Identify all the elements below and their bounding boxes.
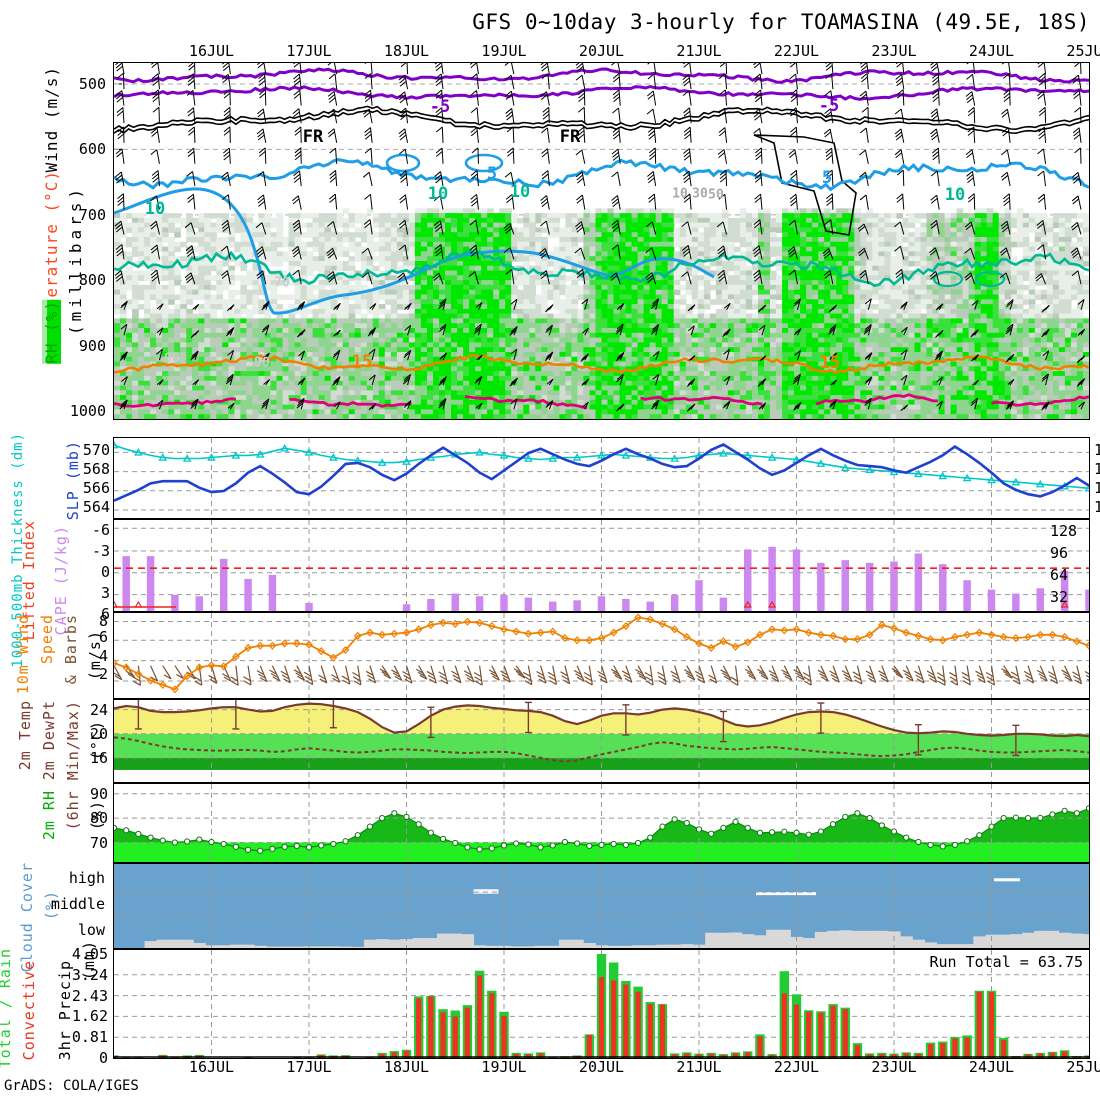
x-tick-top-21jul: 21JUL (676, 42, 722, 60)
rh2m-tick-0: 90 (89, 784, 108, 803)
precip-tick-0: 4.05 (71, 945, 108, 963)
contour-label-3: FR (559, 127, 581, 147)
rh2m-tick-2: 70 (89, 833, 108, 852)
x-tick-bottom-25jul: 25JUL (1066, 1058, 1100, 1076)
wind10m-axis-label-a: 10m Wind (14, 614, 32, 695)
precip-tick-1: 3.24 (71, 965, 108, 984)
x-tick-top-23jul: 23JUL (871, 42, 917, 60)
precip-tick-2: 2.43 (71, 986, 108, 1005)
x-tick-bottom-21jul: 21JUL (676, 1058, 722, 1076)
panel-temp2m[interactable] (113, 699, 1090, 783)
precip-tick-5: 0 (98, 1049, 108, 1067)
cloud-level-low: low (77, 921, 105, 940)
credit-label: GrADS: COLA/IGES (4, 1078, 139, 1094)
cape-tick-3: 32 (1050, 588, 1069, 606)
contour-label-9: 10 (944, 185, 966, 205)
temp2m-tick-2: 16 (89, 748, 108, 767)
x-tick-bottom-19jul: 19JUL (481, 1058, 527, 1076)
x-tick-bottom-20jul: 20JUL (578, 1058, 625, 1076)
wind10m-tick-2: 4 (98, 647, 108, 665)
contour-label-13: 30 (692, 186, 708, 202)
contour-label-16: 90 (164, 351, 180, 367)
temp2m-tick-0: 24 (89, 700, 108, 719)
x-tick-bottom-16jul: 16JUL (188, 1058, 235, 1076)
page-title: GFS 0~10day 3-hourly for TOAMASINA (49.5… (472, 10, 1090, 34)
wind10m-tick-0: 8 (98, 612, 108, 630)
wind10m-tick-3: 2 (98, 665, 108, 683)
panel-upper-air[interactable] (113, 62, 1090, 420)
contour-label-2: FR (302, 127, 324, 147)
slp-tick-2: 1020 (1094, 478, 1100, 497)
thickness-tick-0: 570 (82, 440, 110, 459)
contour-label-4: 5 (486, 164, 498, 184)
cape-tick-2: 64 (1050, 566, 1069, 584)
contour-label-14: 50 (708, 187, 724, 203)
slp-tick-1: 1022 (1094, 459, 1100, 478)
contour-label-15: 70 (274, 275, 290, 291)
contour-label-11: 15 (819, 353, 841, 373)
panel-wind10m[interactable] (113, 612, 1090, 699)
upper-air-tick-500: 500 (78, 74, 106, 93)
thickness-tick-2: 566 (82, 478, 110, 497)
panel-thickness-slp[interactable] (113, 437, 1090, 519)
slp-tick-3: 1018 (1094, 497, 1100, 516)
x-tick-top-24jul: 24JUL (968, 42, 1015, 60)
thickness-tick-3: 564 (82, 497, 110, 516)
x-tick-top-25jul: 25JUL (1066, 42, 1100, 60)
x-tick-top-16jul: 16JUL (188, 42, 235, 60)
lifted-index-tick-2: 0 (100, 563, 110, 581)
rh2m-tick-1: 80 (89, 809, 108, 828)
upper-air-tick-700: 700 (78, 205, 106, 224)
panel-cape-li[interactable] (113, 519, 1090, 612)
precip-tick-4: 0.81 (71, 1028, 108, 1047)
upper-air-tick-1000: 1000 (69, 402, 106, 421)
contour-label-5: 5 (821, 168, 833, 188)
precip-legend-convective: Convective (20, 960, 38, 1061)
run-total-label: Run Total = 63.75 (929, 953, 1083, 971)
x-tick-bottom-17jul: 17JUL (286, 1058, 332, 1076)
x-tick-bottom-18jul: 18JUL (383, 1058, 430, 1076)
x-tick-top-19jul: 19JUL (481, 42, 527, 60)
contour-label-17: 90 (254, 355, 270, 371)
cloud-level-middle: middle (50, 895, 105, 914)
contour-label-12: 10 (672, 186, 688, 202)
lifted-index-tick-4: 6 (100, 605, 110, 623)
slp-tick-0: 1024 (1094, 440, 1100, 459)
x-tick-top-17jul: 17JUL (286, 42, 332, 60)
panel-rh2m[interactable] (113, 783, 1090, 863)
upper-air-tick-600: 600 (78, 140, 106, 159)
lifted-index-tick-0: -6 (91, 521, 110, 539)
contour-label-7: 10 (427, 184, 449, 204)
panel-cloud-cover[interactable] (113, 863, 1090, 949)
cape-tick-0: 128 (1050, 522, 1078, 540)
lifted-index-tick-1: -3 (91, 542, 110, 560)
panel-precip[interactable]: Run Total = 63.75 (113, 949, 1090, 1059)
contour-label-6: 10 (144, 199, 166, 219)
upper-air-tick-900: 900 (78, 336, 106, 355)
lifted-index-tick-3: 3 (100, 584, 110, 602)
x-tick-bottom-24jul: 24JUL (968, 1058, 1015, 1076)
temp2m-tick-1: 20 (89, 724, 108, 743)
contour-label-8: 10 (509, 182, 531, 202)
wind10m-tick-1: 6 (98, 628, 108, 646)
x-tick-bottom-22jul: 22JUL (773, 1058, 820, 1076)
contour-label-1: -5 (818, 96, 840, 116)
x-tick-top-22jul: 22JUL (773, 42, 820, 60)
contour-label-10: 15 (351, 352, 373, 372)
precip-tick-3: 1.62 (71, 1007, 108, 1026)
x-tick-bottom-23jul: 23JUL (871, 1058, 917, 1076)
upper-air-tick-800: 800 (78, 271, 106, 290)
precip-legend-total: Total / Rain (0, 948, 14, 1069)
cloud-level-high: high (68, 869, 105, 888)
cape-tick-1: 96 (1050, 544, 1069, 562)
x-tick-top-18jul: 18JUL (383, 42, 430, 60)
thickness-tick-1: 568 (82, 459, 110, 478)
contour-label-0: -5 (429, 97, 451, 117)
x-tick-top-20jul: 20JUL (578, 42, 625, 60)
temp2m-axis-label-a: 2m Temp (16, 700, 34, 771)
